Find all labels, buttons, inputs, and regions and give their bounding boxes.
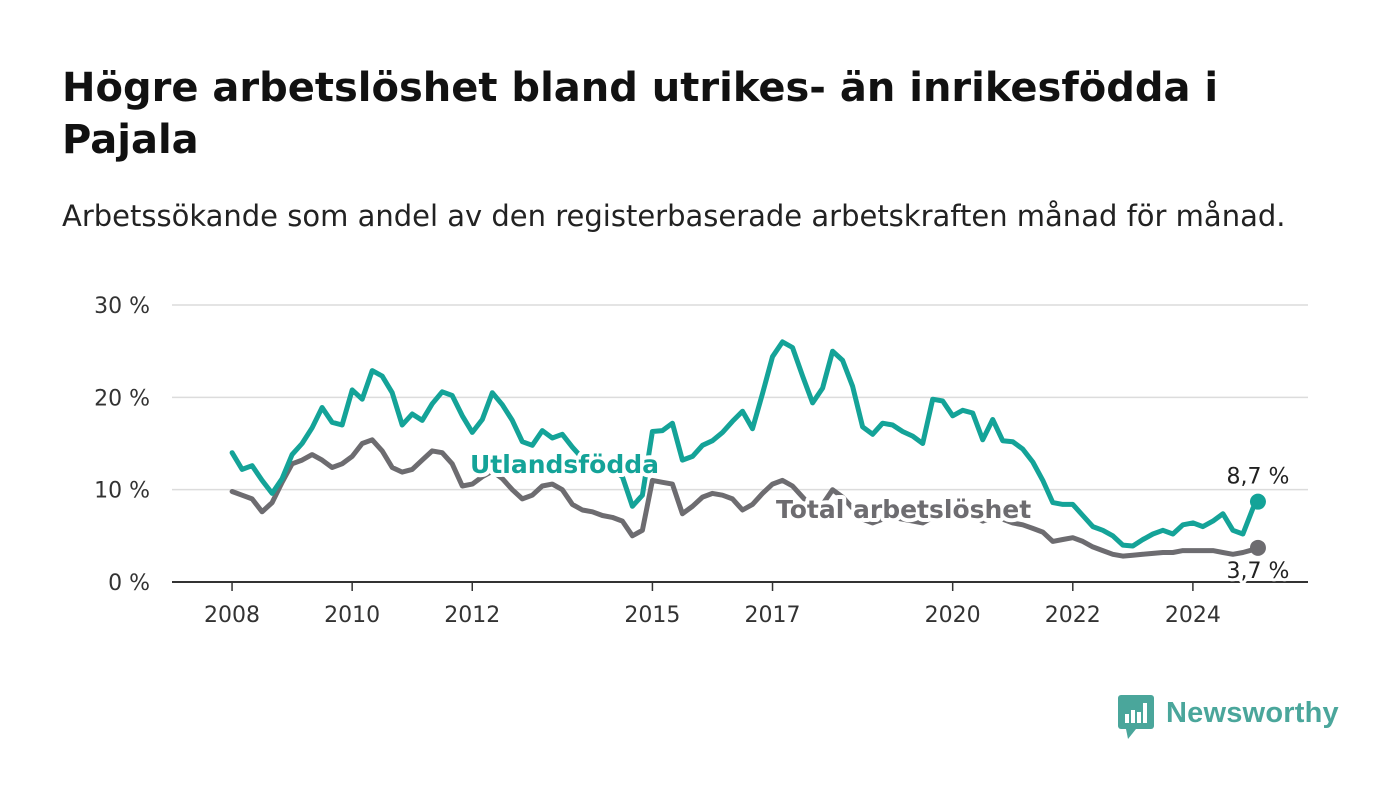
series-end-marker [1249, 539, 1266, 556]
series-name-label-halo: Utlandsfödda [470, 450, 659, 479]
series-name-label-halo: Total arbetslöshet [776, 495, 1031, 524]
x-tick-label: 2010 [324, 603, 380, 628]
newsworthy-logo: Newsworthy [1118, 690, 1339, 739]
series-name-label: Total arbetslöshet [776, 495, 1031, 524]
chart-title: Högre arbetslöshet bland utrikes- än inr… [62, 65, 1219, 163]
x-tick-label: 2020 [925, 603, 981, 628]
series-lines [229, 339, 1266, 559]
x-tick-label: 2015 [624, 603, 680, 628]
series-line [229, 437, 1261, 559]
y-tick-label: 0 % [108, 571, 150, 596]
x-axis: 2008 2010 2012 2015 2017 2020 2022 2024 [172, 581, 1308, 628]
series-line [229, 339, 1261, 549]
brand-name: Newsworthy [1166, 696, 1339, 729]
end-value-label-halo: 8,7 % [1227, 465, 1290, 490]
x-tick-label: 2024 [1165, 603, 1221, 628]
end-value-label: 8,7 % [1227, 465, 1290, 490]
series-name-label: Utlandsfödda [470, 450, 659, 479]
y-tick-label: 10 % [94, 479, 150, 504]
end-value-label-halo: 3,7 % [1227, 559, 1290, 584]
x-tick-label: 2017 [745, 603, 801, 628]
y-axis-tick-labels: 0 % 10 % 20 % 30 % [94, 294, 150, 596]
y-tick-label: 30 % [94, 294, 150, 319]
x-tick-label: 2008 [204, 603, 260, 628]
end-value-label: 3,7 % [1227, 559, 1290, 584]
x-tick-label: 2022 [1045, 603, 1101, 628]
newsworthy-logo-icon [1118, 695, 1154, 739]
chart-subtitle: Arbetssökande som andel av den registerb… [62, 199, 1286, 233]
x-tick-label: 2012 [444, 603, 500, 628]
series-end-marker [1249, 493, 1266, 510]
y-tick-label: 20 % [94, 386, 150, 411]
